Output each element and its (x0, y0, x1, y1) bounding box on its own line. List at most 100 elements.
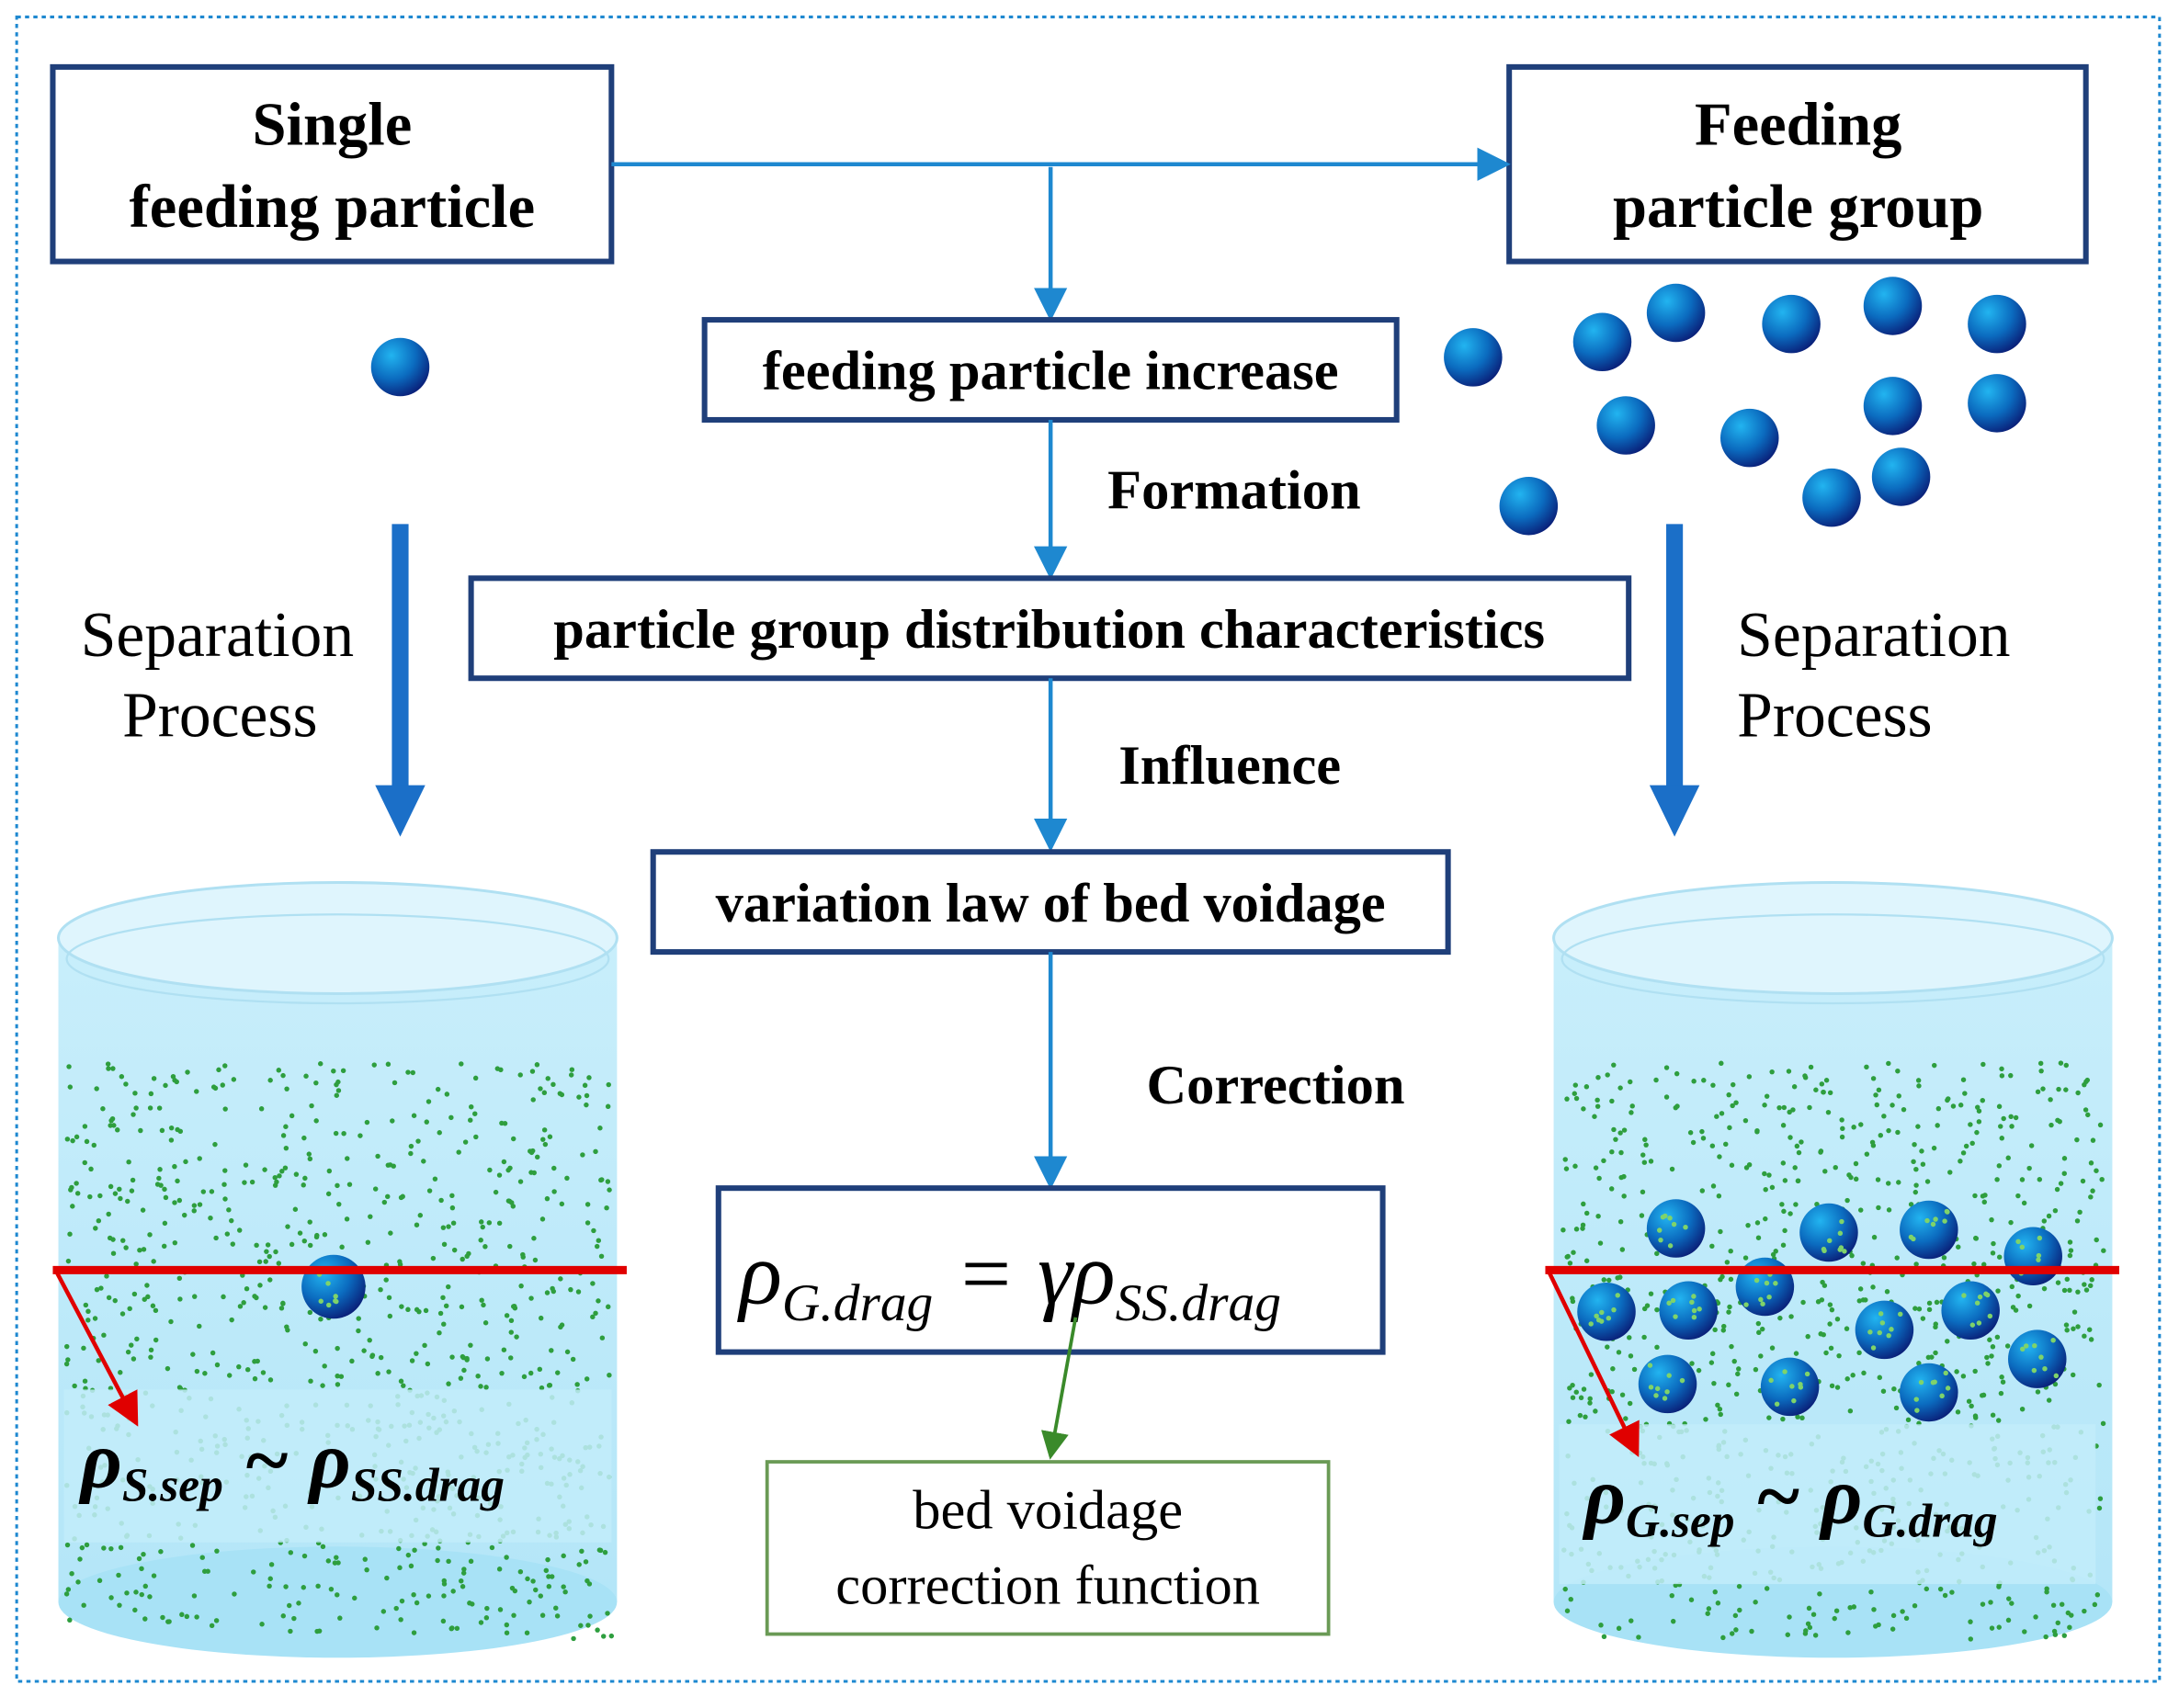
fluid-particle (1717, 1154, 1722, 1159)
fluid-particle (539, 1385, 545, 1391)
fluid-particle (479, 1297, 484, 1303)
fluid-particle (1729, 1162, 1735, 1168)
fluid-particle (1616, 1625, 1622, 1631)
fluid-particle (393, 1605, 399, 1612)
fluid-particle (1889, 1327, 1894, 1332)
fluid-particle (541, 1127, 548, 1133)
fluid-particle (265, 1242, 271, 1248)
fluid-particle (208, 1216, 213, 1221)
fluid-particle (1599, 1309, 1605, 1316)
fluid-particle (1581, 1106, 1586, 1112)
fluid-particle (2031, 1367, 2037, 1374)
fluid-particle (530, 1578, 536, 1584)
fluid-particle (136, 1555, 142, 1562)
fluid-particle (1807, 1104, 1812, 1111)
fluid-particle (97, 1193, 103, 1199)
fluid-particle (449, 1625, 455, 1631)
fluid-particle (1627, 1335, 1632, 1340)
fluid-particle (1787, 1109, 1792, 1115)
fluid-particle (599, 1177, 605, 1182)
fluid-particle (107, 1235, 113, 1241)
fluid-particle (1808, 1064, 1814, 1070)
fluid-particle (1908, 1234, 1914, 1240)
fluid-particle (414, 1351, 419, 1356)
fluid-particle (528, 1370, 534, 1376)
fluid-particle (1690, 1139, 1697, 1146)
fluid-particle (2051, 1628, 2058, 1634)
fluid-particle (385, 1193, 391, 1200)
fluid-particle (538, 1086, 543, 1092)
fluid-particle (1674, 1070, 1680, 1077)
fluid-particle (1840, 1125, 1845, 1132)
fluid-particle (443, 1303, 449, 1309)
fluid-particle (1874, 1102, 1880, 1108)
fluid-particle (2094, 1592, 2101, 1598)
fluid-particle (1999, 1073, 2005, 1079)
particle-sphere (1863, 377, 1923, 435)
fluid-particle (230, 1241, 235, 1247)
fluid-particle (1857, 1207, 1864, 1213)
fluid-particle (1565, 1253, 1571, 1260)
fluid-particle (1969, 1322, 1976, 1328)
fluid-particle (1844, 1326, 1850, 1331)
fluid-particle (1749, 1628, 1754, 1634)
fluid-particle (197, 1156, 202, 1161)
fluid-particle (424, 1119, 429, 1125)
fluid-particle (1762, 1171, 1767, 1177)
fluid-particle (2063, 1062, 2070, 1069)
box-title-line: Single (253, 92, 413, 159)
fluid-particle (1742, 1117, 1749, 1124)
fluid-particle (520, 1254, 526, 1260)
fluid-particle (82, 1124, 88, 1129)
fluid-particle (1947, 1170, 1953, 1175)
fluid-particle (1727, 1125, 1732, 1131)
fluid-particle (454, 1625, 460, 1632)
fluid-particle (1733, 1100, 1739, 1105)
fluid-particle (504, 1555, 509, 1560)
fluid-particle (1912, 1189, 1919, 1195)
fluid-particle (1956, 1244, 1961, 1250)
fluid-particle (585, 1623, 591, 1628)
fluid-particle (1791, 1084, 1798, 1090)
fluid-particle (64, 1137, 71, 1142)
fluid-particle (539, 1612, 546, 1618)
fluid-particle (538, 1315, 544, 1321)
fluid-particle (1969, 1403, 1974, 1409)
fluid-particle (289, 1241, 295, 1248)
fluid-particle (544, 1195, 550, 1202)
fluid-particle (1886, 1060, 1891, 1067)
fluid-particle (241, 1300, 246, 1306)
fluid-particle (301, 1238, 308, 1244)
fluid-particle (1566, 1419, 1572, 1424)
fluid-particle (557, 1091, 563, 1096)
fluid-particle (1975, 1104, 1980, 1110)
fluid-particle (258, 1106, 265, 1112)
fluid-particle (1792, 1165, 1798, 1171)
fluid-particle (74, 1134, 80, 1140)
fluid-particle (2077, 1209, 2083, 1216)
fluid-particle (461, 1567, 467, 1572)
fluid-particle (168, 1125, 175, 1131)
fluid-particle (568, 1286, 573, 1293)
fluid-particle (1935, 1123, 1940, 1128)
fluid-particle (584, 1376, 590, 1382)
fluid-particle (1733, 1627, 1739, 1633)
fluid-particle (1985, 1361, 1991, 1366)
fluid-particle (479, 1219, 484, 1225)
fluid-particle (147, 1105, 153, 1111)
fluid-particle (411, 1592, 416, 1598)
fluid-particle (2101, 1248, 2106, 1253)
fluid-particle (2009, 1284, 2015, 1290)
fluid-particle (399, 1304, 404, 1309)
fluid-particle (1974, 1129, 1980, 1136)
fluid-particle (1849, 1252, 1855, 1259)
box-label: particle group distribution characterist… (553, 599, 1545, 661)
fluid-particle (302, 1340, 308, 1347)
fluid-particle (550, 1081, 556, 1088)
fluid-particle (1769, 1069, 1775, 1075)
fluid-particle (1736, 1366, 1742, 1372)
fluid-particle (607, 1187, 612, 1193)
fluid-particle (365, 1239, 371, 1245)
fluid-particle (2015, 1193, 2021, 1199)
fluid-particle (137, 1247, 142, 1253)
